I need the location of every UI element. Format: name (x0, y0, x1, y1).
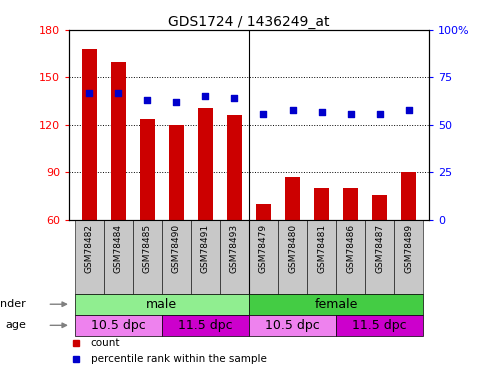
Text: GSM78491: GSM78491 (201, 224, 210, 273)
Point (347, 111, 354, 117)
Text: GSM78490: GSM78490 (172, 224, 181, 273)
Point (259, 111, 267, 117)
Text: male: male (146, 298, 177, 311)
Bar (256, 204, 271, 220)
Title: GDS1724 / 1436249_at: GDS1724 / 1436249_at (168, 15, 330, 29)
Text: GSM78489: GSM78489 (404, 224, 413, 273)
Bar (75, 315, 162, 336)
Text: GSM78481: GSM78481 (317, 224, 326, 273)
Text: count: count (91, 338, 120, 348)
Bar (227, 116, 242, 220)
Text: GSM78487: GSM78487 (375, 224, 384, 273)
Bar (75, 220, 104, 294)
Bar (278, 220, 307, 294)
Bar (162, 315, 249, 336)
Text: female: female (315, 298, 358, 311)
Bar (162, 220, 191, 294)
Point (231, 95, 239, 101)
Point (173, 99, 180, 105)
Text: GSM78493: GSM78493 (230, 224, 239, 273)
Bar (394, 220, 423, 294)
Bar (75, 294, 249, 315)
Bar (336, 220, 365, 294)
Text: percentile rank within the sample: percentile rank within the sample (91, 354, 267, 364)
Bar (140, 118, 155, 220)
Point (317, 109, 325, 115)
Point (376, 111, 384, 117)
Bar (133, 220, 162, 294)
Point (114, 90, 122, 96)
Text: 11.5 dpc: 11.5 dpc (178, 319, 233, 332)
Bar (365, 220, 394, 294)
Text: age: age (5, 320, 26, 330)
Bar (249, 315, 336, 336)
Bar (343, 188, 358, 220)
Bar (198, 108, 212, 220)
Text: 10.5 dpc: 10.5 dpc (265, 319, 320, 332)
Text: GSM78486: GSM78486 (346, 224, 355, 273)
Text: 11.5 dpc: 11.5 dpc (352, 319, 407, 332)
Bar (111, 62, 126, 220)
Bar (336, 315, 423, 336)
Text: GSM78485: GSM78485 (143, 224, 152, 273)
Bar (307, 220, 336, 294)
Bar (285, 177, 300, 220)
Bar (82, 49, 97, 220)
Bar (249, 294, 423, 315)
Point (405, 107, 413, 113)
Bar (220, 220, 249, 294)
Point (202, 93, 210, 99)
Text: GSM78484: GSM78484 (114, 224, 123, 273)
Bar (169, 125, 184, 220)
Point (85, 90, 93, 96)
Bar (401, 172, 416, 220)
Bar (314, 188, 329, 220)
Bar (191, 220, 220, 294)
Bar (249, 220, 278, 294)
Text: GSM78482: GSM78482 (85, 224, 94, 273)
Text: gender: gender (0, 299, 26, 309)
Bar (372, 195, 387, 220)
Text: GSM78479: GSM78479 (259, 224, 268, 273)
Text: GSM78480: GSM78480 (288, 224, 297, 273)
Point (143, 97, 151, 103)
Point (288, 107, 296, 113)
Text: 10.5 dpc: 10.5 dpc (91, 319, 146, 332)
Bar (104, 220, 133, 294)
